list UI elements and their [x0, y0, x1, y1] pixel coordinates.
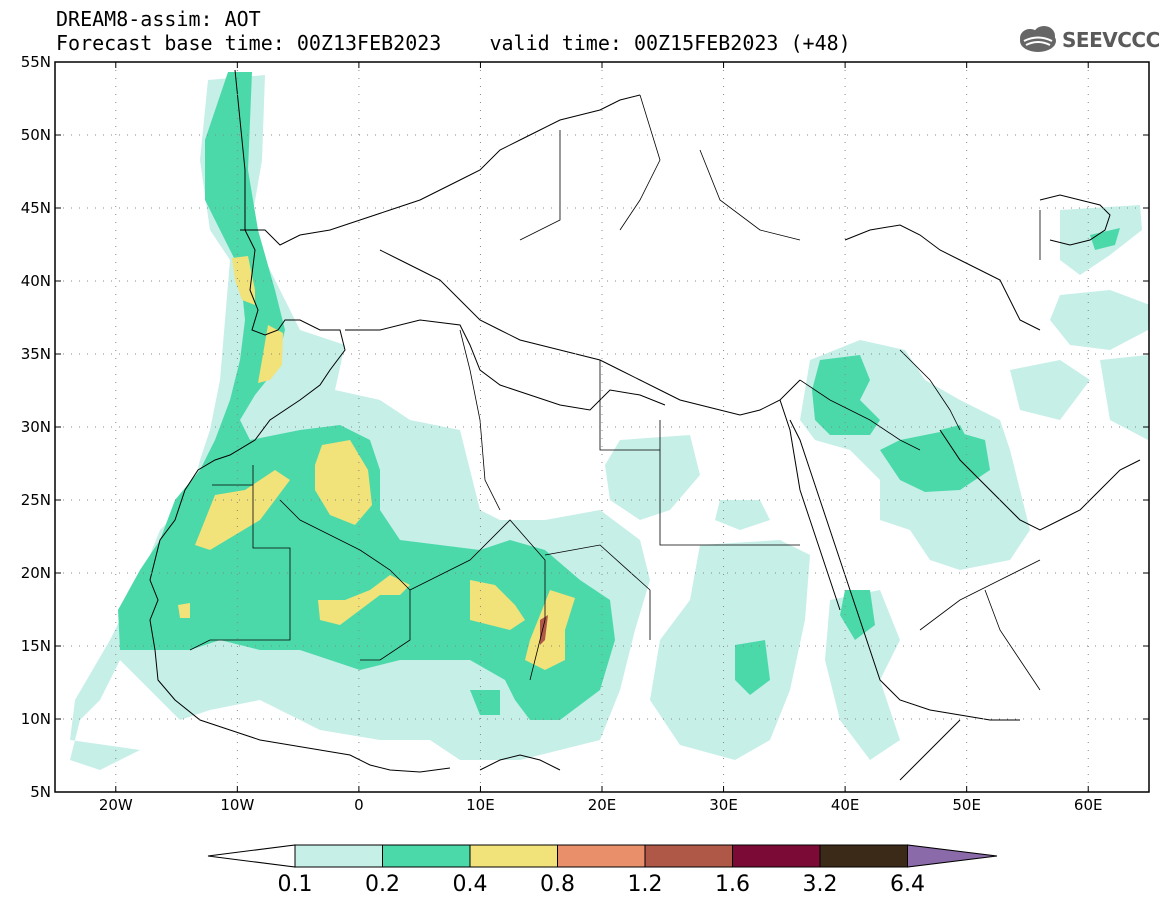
coastlines — [149, 69, 1141, 781]
lat-label: 20N — [21, 564, 51, 582]
lon-label: 30E — [709, 796, 738, 814]
seevccc-logo — [1020, 26, 1056, 52]
lat-label: 30N — [21, 418, 51, 436]
colorbar-high-arrow — [907, 844, 998, 868]
colorbar-low-arrow — [207, 844, 296, 868]
colorbar — [207, 844, 998, 868]
lat-label: 55N — [21, 53, 51, 71]
lat-label: 35N — [21, 345, 51, 363]
lon-label: 50E — [952, 796, 981, 814]
lon-label: 60E — [1074, 796, 1103, 814]
colorbar-label: 6.4 — [890, 872, 925, 897]
logo-text: SEEVCCC — [1062, 28, 1160, 52]
colorbar-label: 1.2 — [627, 872, 663, 897]
lon-label: 0 — [354, 796, 364, 814]
colorbar-label: 0.2 — [365, 872, 400, 897]
aot-field — [70, 72, 1149, 770]
map-grid — [55, 62, 1149, 792]
map-title: DREAM8-assim: AOT — [56, 7, 261, 31]
lat-label: 45N — [21, 199, 51, 217]
country-borders — [189, 94, 1041, 691]
aot-level-1.2 — [540, 615, 548, 645]
aot-level-0.4 — [178, 256, 575, 670]
lat-label: 10N — [21, 710, 51, 728]
colorbar-box — [557, 844, 646, 868]
lon-label: 20W — [99, 796, 133, 814]
colorbar-box — [469, 844, 558, 868]
colorbar-box — [644, 844, 733, 868]
lon-label: 20E — [588, 796, 617, 814]
lon-label: 40E — [831, 796, 860, 814]
latitude-labels: 5N 10N 15N 20N 25N 30N 35N 40N 45N 50N 55N — [21, 53, 51, 801]
lat-label: 5N — [30, 783, 51, 801]
colorbar-box — [382, 844, 471, 868]
aot-level-0.2 — [118, 72, 1120, 720]
forecast-time-line: Forecast base time: 00Z13FEB2023 valid t… — [56, 31, 851, 55]
axis-ticks — [55, 61, 1149, 793]
lat-label: 50N — [21, 126, 51, 144]
longitude-labels: 20W 10W 0 10E 20E 30E 40E 50E 60E — [99, 796, 1103, 814]
colorbar-label: 0.1 — [277, 872, 313, 897]
colorbar-label: 0.4 — [452, 872, 488, 897]
colorbar-box — [732, 844, 821, 868]
colorbar-label: 0.8 — [540, 872, 575, 897]
lon-label: 10E — [466, 796, 495, 814]
lat-label: 15N — [21, 637, 51, 655]
colorbar-box — [294, 844, 383, 868]
colorbar-box — [819, 844, 908, 868]
lat-label: 25N — [21, 491, 51, 509]
lon-label: 10W — [220, 796, 254, 814]
colorbar-label: 3.2 — [802, 872, 838, 897]
lat-label: 40N — [21, 272, 51, 290]
colorbar-label: 1.6 — [715, 872, 750, 897]
